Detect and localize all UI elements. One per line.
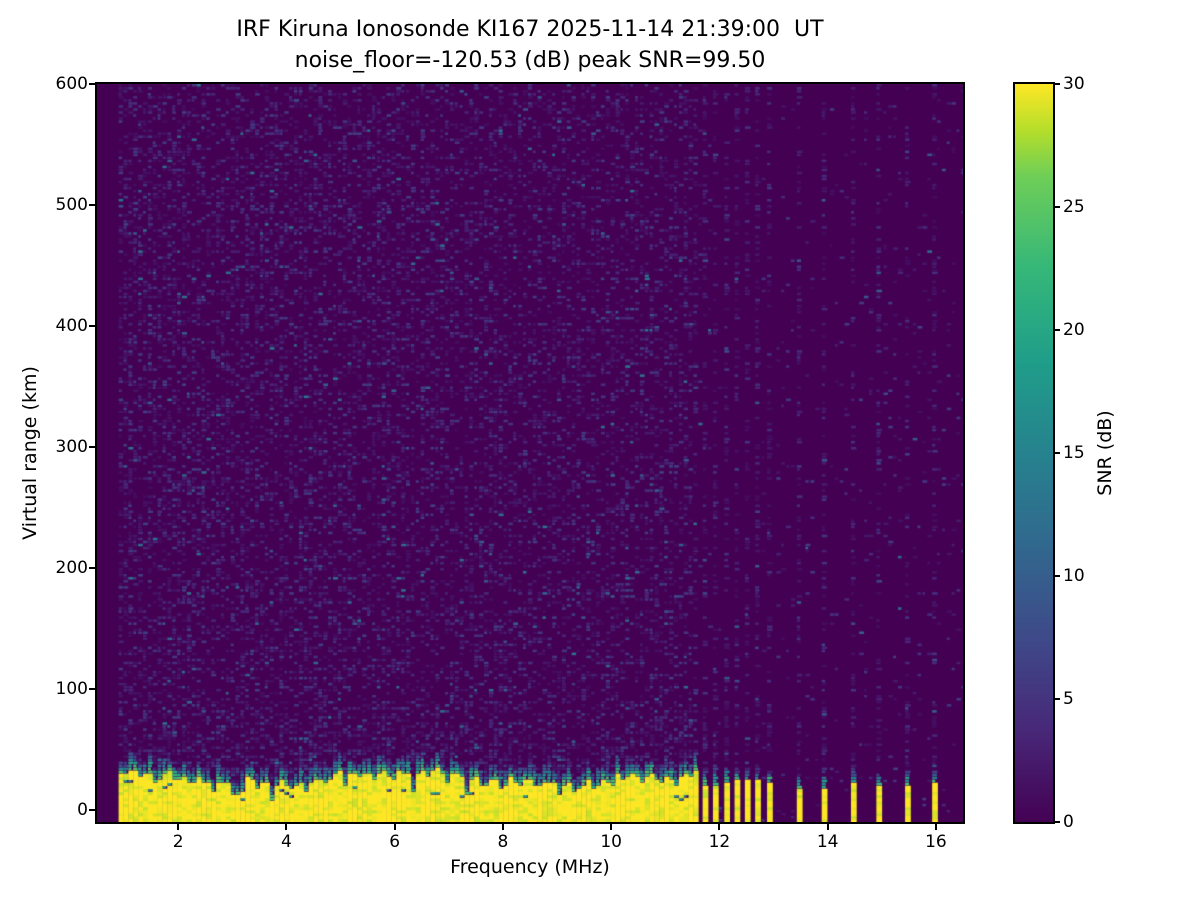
y-tick-mark: [89, 324, 97, 327]
colorbar-tick-mark: [1053, 206, 1060, 208]
x-tick-label: 4: [281, 832, 292, 852]
y-axis-label: Virtual range (km): [19, 366, 41, 540]
colorbar-tick-label: 5: [1063, 689, 1074, 709]
ionogram-heatmap-canvas: [97, 84, 963, 822]
colorbar-tick-label: 20: [1063, 320, 1085, 340]
y-tick-label: 0: [77, 799, 88, 820]
chart-title: IRF Kiruna Ionosonde KI167 2025-11-14 21…: [97, 14, 963, 76]
y-tick-label: 200: [55, 557, 88, 578]
x-tick-mark: [501, 822, 504, 830]
y-tick-label: 500: [55, 194, 88, 215]
x-tick-label: 6: [389, 832, 401, 852]
x-tick-mark: [610, 822, 613, 830]
plot-frame: [95, 82, 965, 824]
y-tick-mark: [89, 203, 97, 206]
colorbar-tick-label: 30: [1063, 74, 1085, 94]
x-tick-label: 14: [816, 832, 839, 852]
y-tick-mark: [89, 83, 97, 85]
y-tick-mark: [89, 445, 97, 448]
colorbar-gradient: [1015, 84, 1053, 822]
colorbar-tick-mark: [1053, 83, 1060, 85]
y-tick-label: 600: [55, 74, 88, 94]
y-tick-label: 400: [55, 315, 88, 336]
x-tick-mark: [177, 822, 180, 830]
colorbar-tick-mark: [1053, 329, 1060, 331]
y-tick-label: 100: [55, 678, 88, 699]
chart-title-line1: IRF Kiruna Ionosonde KI167 2025-11-14 21…: [236, 17, 824, 42]
colorbar-tick-label: 15: [1063, 443, 1085, 463]
x-tick-label: 12: [708, 832, 731, 852]
y-tick-mark: [89, 566, 97, 569]
colorbar-tick-label: 10: [1063, 566, 1085, 586]
chart-title-line2: noise_floor=-120.53 (dB) peak SNR=99.50: [294, 48, 766, 73]
x-tick-label: 2: [172, 832, 184, 852]
x-axis-label: Frequency (MHz): [450, 856, 610, 878]
x-tick-mark: [934, 822, 937, 830]
colorbar-tick-mark: [1053, 452, 1060, 454]
colorbar-tick-mark: [1053, 821, 1060, 823]
y-tick-label: 300: [55, 436, 88, 457]
x-tick-label: 16: [925, 832, 947, 852]
y-tick-mark: [89, 687, 97, 690]
colorbar-tick-mark: [1053, 575, 1060, 577]
x-tick-label: 10: [600, 832, 623, 852]
x-tick-mark: [393, 822, 396, 830]
x-tick-mark: [285, 822, 288, 830]
colorbar-tick-mark: [1053, 698, 1060, 700]
colorbar-tick-label: 25: [1063, 197, 1085, 217]
colorbar-frame: [1013, 82, 1055, 824]
x-tick-mark: [826, 822, 829, 830]
colorbar-label: SNR (dB): [1094, 410, 1116, 496]
colorbar-tick-label: 0: [1063, 812, 1074, 832]
x-tick-label: 8: [497, 832, 509, 852]
x-tick-mark: [718, 822, 721, 830]
y-tick-mark: [89, 808, 97, 811]
